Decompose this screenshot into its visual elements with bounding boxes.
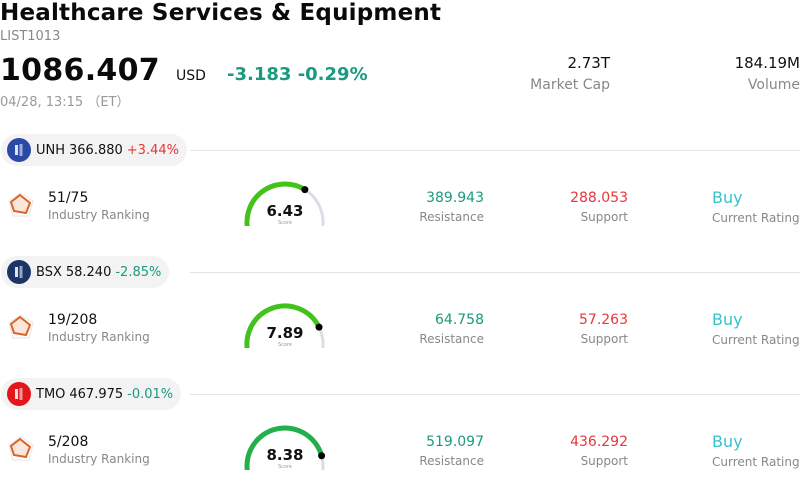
support-value: 57.263 xyxy=(579,312,628,328)
industry-ranking-label: Industry Ranking xyxy=(48,208,150,222)
support-block: 57.263 Support xyxy=(579,312,628,346)
change-percent: -0.29% xyxy=(297,64,368,85)
volume-label: Volume xyxy=(747,77,800,93)
resistance-block: 389.943 Resistance xyxy=(419,190,484,224)
stock-section: BSX 58.240 -2.85% 19/208 Industry Rankin… xyxy=(0,256,800,378)
market-cap-label: Market Cap xyxy=(530,77,610,93)
industry-ranking-value: 19/208 xyxy=(48,312,98,328)
rating-value[interactable]: Buy xyxy=(712,310,743,329)
stock-change: -0.01% xyxy=(127,386,174,402)
stock-section: UNH 366.880 +3.44% 51/75 Industry Rankin… xyxy=(0,134,800,256)
support-label: Support xyxy=(580,454,628,468)
volume-stat: 184.19M Volume xyxy=(735,54,800,93)
page-title: Healthcare Services & Equipment xyxy=(0,0,442,26)
section-divider xyxy=(190,150,800,151)
score-label: Score xyxy=(277,464,292,470)
stock-price: 366.880 xyxy=(69,142,123,158)
rating-block[interactable]: Buy Current Rating xyxy=(712,188,800,225)
resistance-block: 64.758 Resistance xyxy=(419,312,484,346)
index-change: -3.183 -0.29% xyxy=(227,64,368,85)
score-value: 7.89 xyxy=(266,324,304,342)
rating-label: Current Rating xyxy=(712,455,800,469)
tmo-logo-icon xyxy=(7,382,31,406)
unh-logo-icon xyxy=(7,138,31,162)
support-block: 288.053 Support xyxy=(570,190,628,224)
score-gauge: 8.38 Score xyxy=(243,424,327,482)
industry-ranking-label: Industry Ranking xyxy=(48,452,150,466)
support-label: Support xyxy=(580,332,628,346)
industry-ranking-label: Industry Ranking xyxy=(48,330,150,344)
stock-price: 467.975 xyxy=(69,386,124,402)
support-label: Support xyxy=(580,210,628,224)
rating-block[interactable]: Buy Current Rating xyxy=(712,432,800,469)
resistance-value: 519.097 xyxy=(426,434,484,450)
index-price: 1086.407 xyxy=(0,53,160,88)
bsx-logo-icon xyxy=(7,260,31,284)
stock-change: -2.85% xyxy=(115,264,162,280)
section-divider xyxy=(190,394,800,395)
index-code: LIST1013 xyxy=(0,29,61,44)
support-block: 436.292 Support xyxy=(570,434,628,468)
rating-label: Current Rating xyxy=(712,333,800,347)
section-divider xyxy=(190,272,800,273)
score-value: 6.43 xyxy=(266,202,304,220)
currency-label: USD xyxy=(176,68,206,84)
ranking-radar-icon xyxy=(8,314,34,339)
stock-chip[interactable]: TMO 467.975 -0.01% xyxy=(1,378,182,410)
market-cap-value: 2.73T xyxy=(567,54,610,72)
support-value: 288.053 xyxy=(570,190,628,206)
timestamp: 04/28, 13:15 （ET） xyxy=(0,95,130,110)
score-gauge: 6.43 Score xyxy=(243,180,327,238)
stock-change: +3.44% xyxy=(126,142,179,158)
stock-price: 58.240 xyxy=(65,264,112,280)
resistance-label: Resistance xyxy=(419,454,484,468)
stock-symbol: UNH xyxy=(36,142,66,158)
resistance-label: Resistance xyxy=(419,210,484,224)
rating-value[interactable]: Buy xyxy=(712,188,743,207)
stock-symbol: TMO xyxy=(36,386,66,402)
stock-chip[interactable]: UNH 366.880 +3.44% xyxy=(1,134,187,166)
resistance-value: 64.758 xyxy=(435,312,484,328)
stock-section: TMO 467.975 -0.01% 5/208 Industry Rankin… xyxy=(0,378,800,488)
rating-value[interactable]: Buy xyxy=(712,432,743,451)
resistance-value: 389.943 xyxy=(426,190,484,206)
score-label: Score xyxy=(277,220,292,226)
ranking-radar-icon xyxy=(8,436,34,461)
support-value: 436.292 xyxy=(570,434,628,450)
score-gauge: 7.89 Score xyxy=(243,302,327,360)
rating-label: Current Rating xyxy=(712,211,800,225)
industry-ranking-value: 51/75 xyxy=(48,190,89,206)
resistance-block: 519.097 Resistance xyxy=(419,434,484,468)
score-label: Score xyxy=(277,342,292,348)
volume-value: 184.19M xyxy=(734,54,800,72)
score-value: 8.38 xyxy=(266,446,304,464)
market-cap-stat: 2.73T Market Cap xyxy=(530,54,610,93)
stock-symbol: BSX xyxy=(36,264,62,280)
resistance-label: Resistance xyxy=(419,332,484,346)
industry-ranking-value: 5/208 xyxy=(48,434,89,450)
stock-chip[interactable]: BSX 58.240 -2.85% xyxy=(1,256,170,288)
ranking-radar-icon xyxy=(8,192,34,217)
rating-block[interactable]: Buy Current Rating xyxy=(712,310,800,347)
change-value: -3.183 xyxy=(227,64,292,85)
